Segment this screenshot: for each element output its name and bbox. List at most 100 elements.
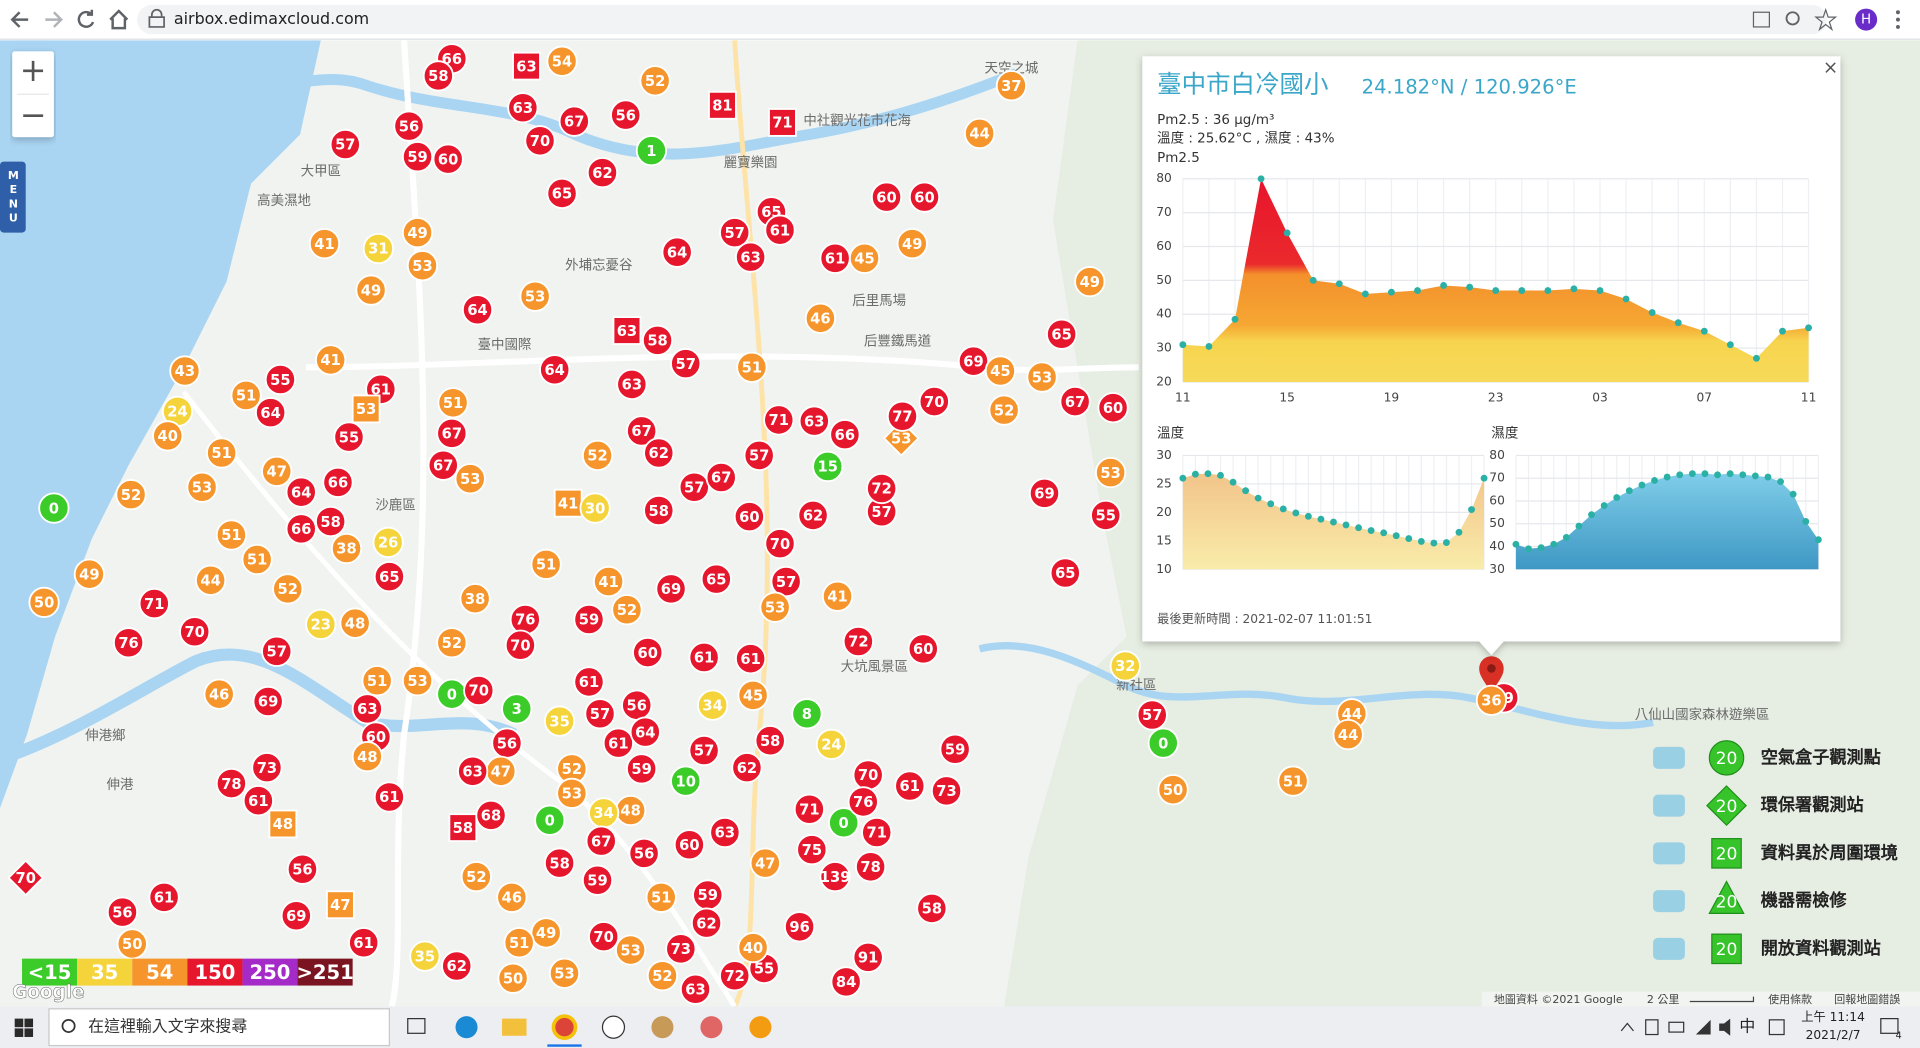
marker-circle[interactable] [719,217,751,249]
marker-value[interactable]: 41 [827,588,847,605]
marker-circle[interactable] [819,860,851,893]
marker-circle[interactable] [602,727,634,759]
marker-value[interactable]: 35 [549,713,569,730]
marker-value[interactable]: 69 [963,353,983,370]
marker-circle[interactable] [255,396,287,429]
marker-circle[interactable] [700,563,732,595]
marker-circle[interactable] [315,344,347,376]
marker-value[interactable]: 1 [646,143,656,160]
marker-value[interactable]: 50 [122,936,142,953]
marker-value[interactable]: 61 [900,778,920,795]
marker-circle[interactable] [539,354,571,386]
marker-value[interactable]: 51 [247,552,267,569]
marker-circle[interactable] [348,927,380,959]
chrome-icon[interactable] [551,1014,578,1041]
marker-value[interactable]: 55 [1095,508,1115,525]
marker-circle[interactable] [409,940,441,972]
marker-circle[interactable] [519,280,551,312]
marker-value[interactable]: 24 [167,404,187,421]
marker-circle[interactable] [463,674,495,707]
marker-value[interactable]: 66 [291,521,311,538]
marker-circle[interactable] [690,907,723,939]
marker-value[interactable]: 0 [447,686,457,703]
marker-circle[interactable] [138,587,170,620]
marker-circle[interactable] [355,274,387,306]
marker-value[interactable]: 57 [749,448,769,465]
marker-value[interactable]: 47 [491,764,511,781]
marker-value[interactable]: 52 [587,448,607,465]
marker-value[interactable]: 8 [802,706,812,723]
marker-value[interactable]: 76 [853,794,873,811]
marker-circle[interactable] [546,177,578,210]
marker-circle[interactable] [584,698,616,730]
marker-circle[interactable] [886,400,919,432]
marker-circle[interactable] [661,236,693,268]
marker-circle[interactable] [791,698,823,730]
marker-value[interactable]: 51 [367,673,387,690]
marker-circle[interactable] [73,558,105,590]
marker-circle[interactable] [1136,699,1168,731]
marker-circle[interactable] [152,420,184,452]
app-icon[interactable] [601,1015,626,1039]
marker-value[interactable]: 56 [627,697,647,714]
marker-circle[interactable] [793,793,825,825]
marker-circle[interactable] [179,616,211,648]
marker-circle[interactable] [1074,265,1106,298]
marker-square[interactable] [768,108,797,137]
marker-value[interactable]: 23 [311,617,331,634]
marker-circle[interactable] [38,492,70,524]
marker-value[interactable]: 61 [371,382,391,399]
marker-value[interactable]: 53 [460,471,480,488]
marker-circle[interactable] [503,927,535,959]
marker-circle[interactable] [1332,718,1364,751]
marker-value[interactable]: 65 [1055,565,1075,582]
marker-circle[interactable] [907,633,939,665]
marker-value[interactable]: 57 [267,644,287,661]
marker-circle[interactable] [459,583,491,615]
marker-value[interactable]: 70 [530,133,550,150]
marker-value[interactable]: 49 [1080,274,1100,291]
marker-circle[interactable] [401,665,434,697]
marker-value[interactable]: 56 [497,735,517,752]
marker-value[interactable]: 45 [743,688,763,705]
marker-value[interactable]: 76 [118,635,138,652]
marker-value[interactable]: 0 [839,815,849,832]
marker-value[interactable]: 40 [158,428,178,445]
clock-date[interactable]: 2021/2/7 [1806,1028,1861,1042]
marker-value[interactable]: 60 [914,189,934,206]
marker-circle[interactable] [28,586,60,618]
marker-value[interactable]: 45 [990,363,1010,380]
marker-value[interactable]: 70 [770,536,790,553]
marker-value[interactable]: 50 [1163,782,1183,799]
marker-value[interactable]: 71 [144,596,164,613]
marker-value[interactable]: 63 [804,413,824,430]
clock-time[interactable]: 上午 11:14 [1801,1010,1865,1024]
marker-circle[interactable] [592,565,625,598]
marker-value[interactable]: 53 [562,786,582,803]
marker-circle[interactable] [461,294,494,326]
marker-value[interactable]: 61 [248,793,268,810]
marker-value[interactable]: 54 [552,53,572,70]
marker-value[interactable]: 49 [407,225,427,242]
marker-circle[interactable] [530,548,562,581]
marker-value[interactable]: 31 [368,241,388,258]
marker-value[interactable]: 59 [631,761,651,778]
marker-value[interactable]: 71 [772,115,792,132]
marker-circle[interactable] [615,934,647,966]
marker-circle[interactable] [855,851,887,883]
zoom-in[interactable]: + [20,51,47,89]
marker-value[interactable]: 60 [876,189,896,206]
marker-circle[interactable] [688,641,720,674]
marker-value[interactable]: 44 [969,126,989,143]
marker-circle[interactable] [548,957,581,989]
marker-circle[interactable] [588,920,620,953]
marker-circle[interactable] [261,455,293,487]
marker-value[interactable]: 62 [447,958,467,975]
marker-circle[interactable] [422,60,454,92]
marker-value[interactable]: 47 [330,897,350,914]
marker-value[interactable]: 57 [776,574,796,591]
marker-circle[interactable] [705,461,737,494]
marker-value[interactable]: 76 [515,612,535,629]
marker-value[interactable]: 41 [598,574,618,591]
marker-value[interactable]: 84 [836,974,856,991]
